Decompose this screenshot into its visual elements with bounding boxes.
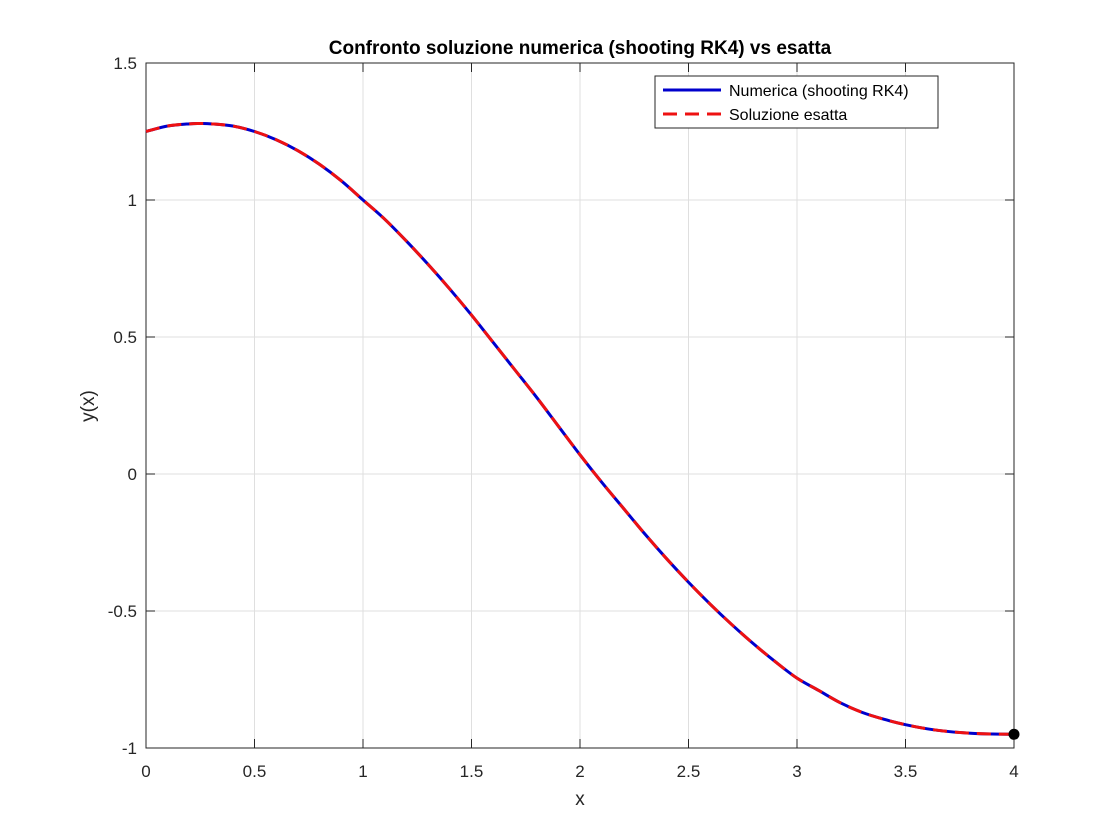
x-tick-label: 4	[1009, 762, 1018, 781]
x-axis-label: x	[575, 789, 585, 810]
y-tick-label: 1	[128, 191, 137, 210]
legend-label-numerica: Numerica (shooting RK4)	[729, 83, 909, 100]
x-tick-label: 2.5	[677, 762, 701, 781]
series-line-esatta	[145, 122, 1015, 736]
y-tick-label: -1	[122, 739, 137, 758]
chart-title: Confronto soluzione numerica (shooting R…	[329, 38, 832, 59]
y-tick-label: 1.5	[113, 54, 137, 73]
x-tick-label: 2	[575, 762, 584, 781]
y-tick-label: -0.5	[108, 602, 137, 621]
endpoint-marker	[1008, 728, 1020, 740]
marker-layer	[1008, 728, 1020, 740]
legend: Numerica (shooting RK4) Soluzione esatta	[654, 75, 939, 129]
x-tick-label: 3.5	[894, 762, 918, 781]
x-tick-label: 1.5	[460, 762, 484, 781]
series-layer	[145, 122, 1015, 736]
x-tick-label: 0	[141, 762, 150, 781]
x-tick-label: 1	[358, 762, 367, 781]
y-tick-label: 0	[128, 465, 137, 484]
legend-label-esatta: Soluzione esatta	[729, 107, 847, 124]
legend-box	[654, 75, 939, 129]
y-axis-label: y(x)	[78, 390, 99, 422]
x-tick-label: 3	[792, 762, 801, 781]
x-tick-labels: 0 0.5 1 1.5 2 2.5 3 3.5 4	[141, 762, 1018, 781]
y-tick-label: 0.5	[113, 328, 137, 347]
y-tick-labels: -1 -0.5 0 0.5 1 1.5	[108, 54, 137, 758]
axis-ticks	[145, 62, 1015, 749]
x-tick-label: 0.5	[243, 762, 267, 781]
